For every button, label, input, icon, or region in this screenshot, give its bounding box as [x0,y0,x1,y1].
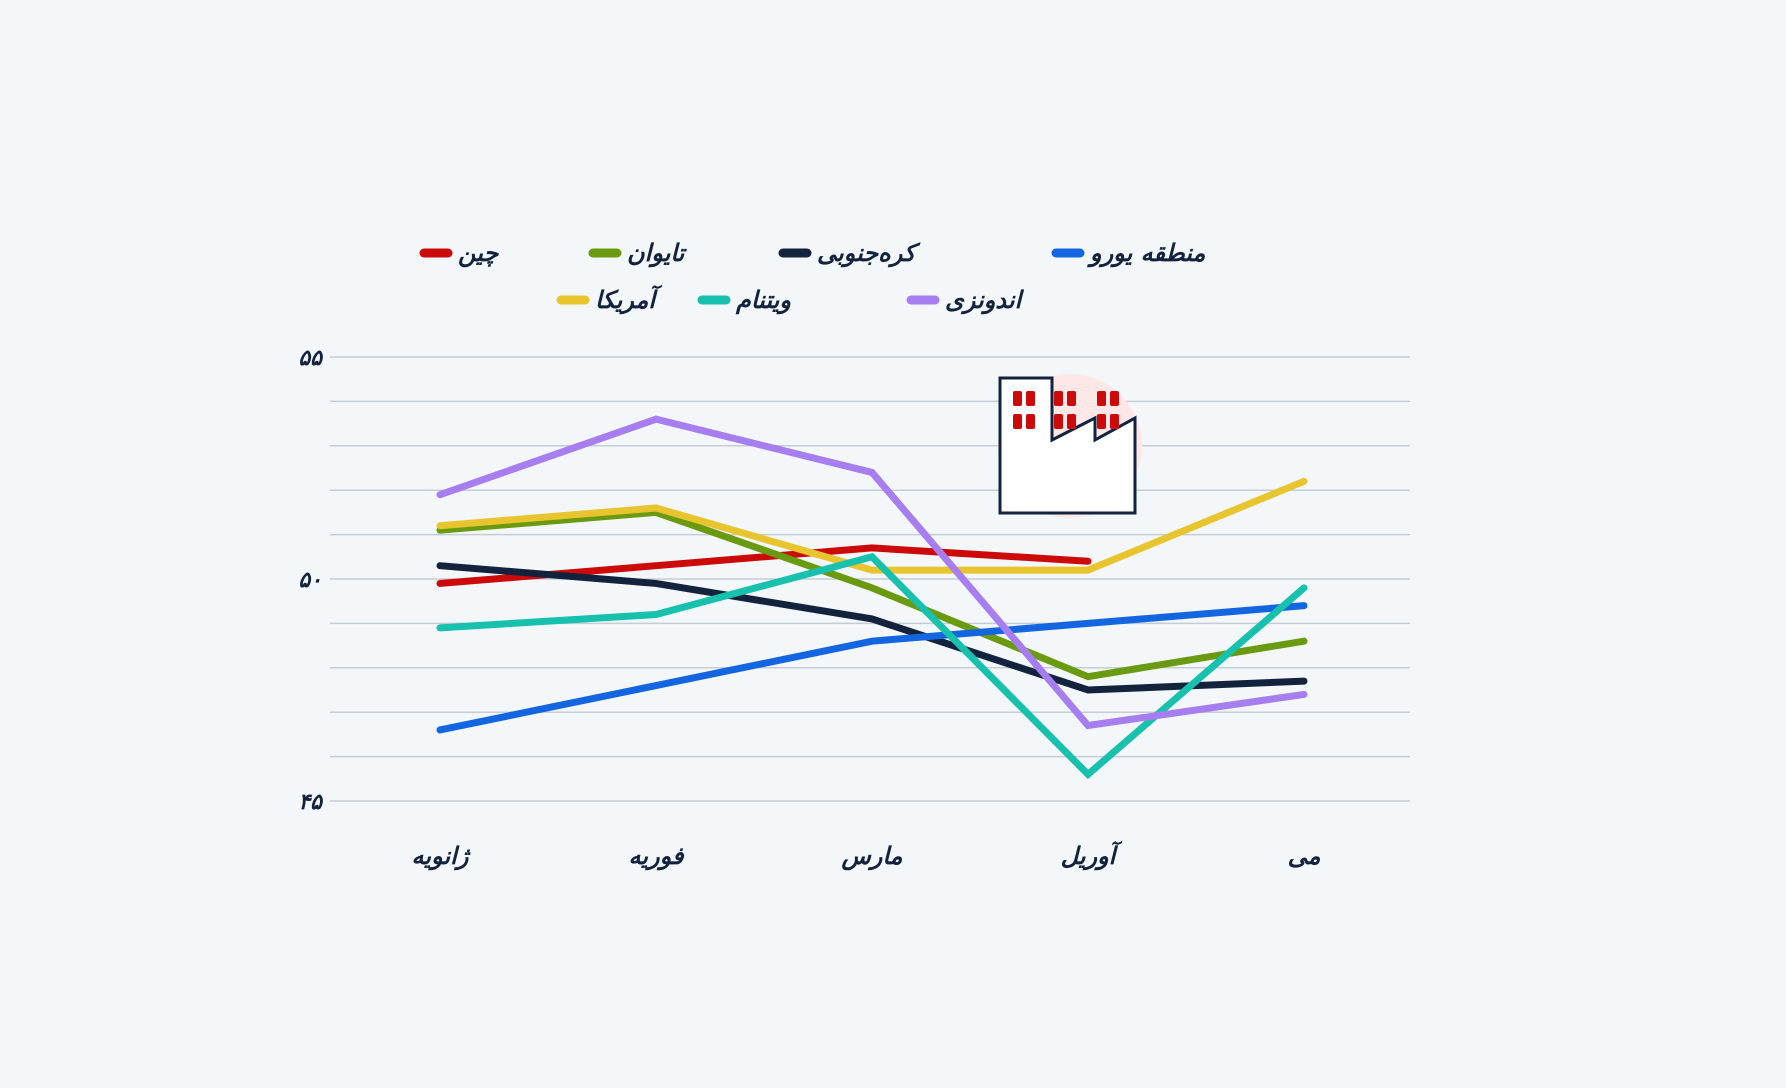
legend-label: ویتنام [735,286,791,315]
legend: چین تایوان کره‌جنوبی منطقه یورو آمریکا ویتنام… [419,239,1206,315]
series-line [436,508,1308,681]
factory-window [1110,414,1119,429]
factory-window [1054,391,1063,406]
x-axis-categories: ژانویه فوریه مارس آوریل می [412,840,1321,871]
series-line [436,602,1308,734]
x-category-label: می [1288,842,1321,870]
factory-window [1067,391,1076,406]
series-lines [436,415,1308,780]
series-line [436,562,1308,694]
factory-window [1026,414,1035,429]
legend-label: تایوان [627,239,688,268]
legend-label: کره‌جنوبی [817,239,921,268]
factory-window [1054,414,1063,429]
y-tick-label: ۴۵ [298,790,324,815]
legend-label: چین [458,239,500,268]
legend-label: آمریکا [595,284,662,315]
factory-window [1013,391,1022,406]
series-line [436,415,1308,730]
factory-window [1097,414,1106,429]
factory-window [1067,414,1076,429]
series-line [436,477,1308,574]
factory-window [1110,391,1119,406]
factory-window [1026,391,1035,406]
factory-icon-windows [1013,391,1119,429]
y-tick-label: ۵۰ [298,568,322,593]
y-axis-ticks: ۴۵ ۵۰ ۵۵ [298,346,324,815]
x-category-label: آوریل [1061,840,1123,871]
legend-label: منطقه یورو [1086,239,1206,268]
factory-window [1013,414,1022,429]
legend-label: اندونزی [945,286,1025,315]
x-category-label: مارس [840,842,902,871]
factory-window [1097,391,1106,406]
x-category-label: ژانویه [412,842,471,871]
y-tick-label: ۵۵ [298,346,324,371]
x-category-label: فوریه [628,842,685,871]
factory-icon-outline [998,376,1137,515]
factory-icon [998,374,1142,518]
